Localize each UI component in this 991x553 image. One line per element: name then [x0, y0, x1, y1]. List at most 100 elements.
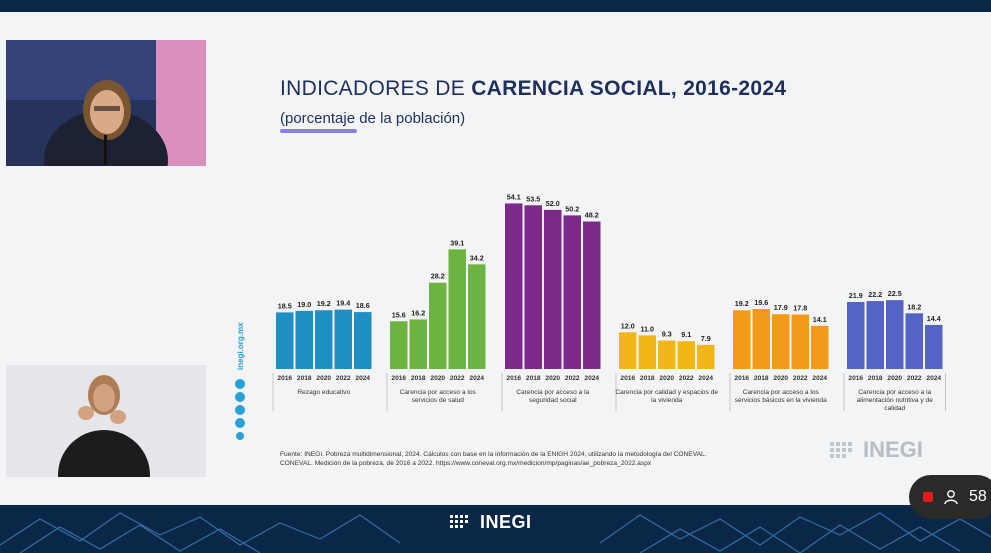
bar — [658, 340, 676, 369]
data-label: 53.5 — [526, 194, 540, 203]
subtitle-underline — [280, 129, 357, 133]
bar — [544, 209, 562, 369]
x-tick-label: 2018 — [411, 375, 426, 382]
top-frame-bar — [0, 0, 991, 12]
category-label: alimentación nutritiva y de — [857, 397, 934, 404]
category-label: Carencia por acceso a los — [400, 389, 477, 396]
data-label: 39.1 — [450, 238, 464, 247]
category-label: Rezago educativo — [297, 389, 350, 396]
bar — [811, 325, 829, 369]
category-label: Carencia por acceso a la — [516, 389, 589, 396]
tiktok-icon[interactable] — [236, 432, 244, 440]
x-tick-label: 2022 — [336, 375, 351, 382]
inegi-grid-icon — [450, 515, 468, 528]
x-tick-label: 2018 — [754, 375, 769, 382]
presenter-video — [6, 40, 206, 166]
x-twitter-icon[interactable] — [235, 405, 245, 415]
x-tick-label: 2016 — [734, 375, 749, 382]
bar — [315, 310, 333, 369]
x-tick-label: 2024 — [355, 375, 370, 382]
category-label: servicios de salud — [412, 397, 465, 404]
x-tick-label: 2024 — [926, 375, 941, 382]
x-tick-label: 2018 — [868, 375, 883, 382]
data-label: 22.5 — [888, 289, 902, 298]
bar — [697, 344, 715, 369]
data-label: 21.9 — [849, 291, 863, 300]
bar — [583, 221, 601, 369]
x-tick-label: 2022 — [907, 375, 922, 382]
data-label: 18.5 — [278, 301, 292, 310]
category-label: servicios básicos en la vivienda — [735, 397, 827, 404]
sign-language-interpreter-video — [6, 365, 206, 477]
slide-title-prefix: INDICADORES DE — [280, 77, 472, 100]
carencia-social-bar-chart: 18.5 2016 19.0 2018 19.2 2020 19.4 2022 18.6 2024… — [272, 192, 946, 412]
x-tick-label: 2020 — [773, 375, 788, 382]
facebook-icon[interactable] — [235, 392, 245, 402]
bar — [429, 282, 447, 369]
data-label: 48.2 — [585, 211, 599, 220]
data-label: 19.6 — [754, 298, 768, 307]
x-tick-label: 2024 — [698, 375, 713, 382]
bottom-frame-bar — [0, 505, 991, 553]
source-line-1: Fuente: INEGI. Pobreza multidimensional,… — [280, 451, 707, 458]
data-label: 28.2 — [431, 272, 445, 281]
bar — [772, 314, 790, 369]
source-note: Fuente: INEGI. Pobreza multidimensional,… — [280, 450, 800, 468]
x-tick-label: 2022 — [793, 375, 808, 382]
youtube-icon[interactable] — [235, 418, 245, 428]
category-label: Carencia por acceso a los — [743, 389, 820, 396]
data-label: 14.4 — [927, 314, 941, 323]
x-tick-label: 2016 — [277, 375, 292, 382]
bar — [390, 321, 408, 369]
x-tick-label: 2020 — [430, 375, 445, 382]
bar — [619, 332, 637, 369]
bar — [409, 319, 427, 369]
data-label: 9.1 — [681, 330, 691, 339]
x-tick-label: 2016 — [848, 375, 863, 382]
bar — [886, 300, 904, 369]
x-tick-label: 2016 — [506, 375, 521, 382]
x-tick-label: 2024 — [469, 375, 484, 382]
live-viewers-pill[interactable]: 58 — [909, 475, 991, 519]
bar — [563, 215, 581, 369]
data-label: 15.6 — [392, 310, 406, 319]
data-label: 54.1 — [507, 192, 521, 201]
data-label: 17.8 — [793, 304, 807, 313]
bar — [791, 314, 809, 369]
data-label: 19.2 — [317, 299, 331, 308]
side-url-text: inegi.org.mx — [236, 322, 245, 370]
x-tick-label: 2018 — [526, 375, 541, 382]
bar — [752, 309, 770, 369]
instagram-icon[interactable] — [235, 379, 245, 389]
data-label: 22.2 — [868, 290, 882, 299]
bar — [638, 335, 656, 369]
bar — [733, 310, 751, 369]
x-tick-label: 2024 — [812, 375, 827, 382]
bar — [847, 301, 865, 369]
bar — [448, 249, 466, 369]
data-label: 11.0 — [640, 324, 654, 333]
x-tick-label: 2018 — [640, 375, 655, 382]
inegi-slide-logo: INEGI — [830, 437, 923, 463]
data-label: 12.0 — [621, 321, 635, 330]
x-tick-label: 2024 — [584, 375, 599, 382]
data-label: 50.2 — [565, 204, 579, 213]
inegi-slide-logo-text: INEGI — [863, 437, 923, 462]
inegi-bottom-logo: INEGI — [450, 512, 532, 532]
data-label: 18.6 — [356, 301, 370, 310]
bar — [468, 264, 486, 369]
x-tick-label: 2020 — [887, 375, 902, 382]
person-icon — [944, 490, 958, 505]
slide-title-bold: CARENCIA SOCIAL, 2016-2024 — [471, 77, 787, 100]
data-label: 19.0 — [297, 300, 311, 309]
category-label: calidad — [884, 405, 905, 412]
data-label: 14.1 — [813, 315, 827, 324]
slide-title: INDICADORES DE CARENCIA SOCIAL, 2016-202… — [280, 77, 786, 101]
category-label: seguridad social — [529, 397, 577, 404]
x-tick-label: 2022 — [679, 375, 694, 382]
inegi-bottom-logo-text: INEGI — [480, 511, 532, 532]
bar — [334, 309, 352, 369]
category-label: Carencia por acceso a la — [858, 389, 931, 396]
source-line-2: CONEVAL. Medición de la pobreza, de 2016… — [280, 460, 652, 467]
